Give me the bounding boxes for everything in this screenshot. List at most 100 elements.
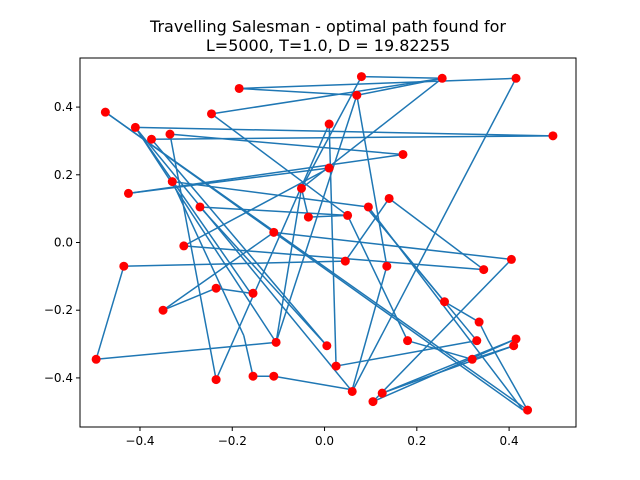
city-point — [130, 122, 140, 132]
chart-title-line-1: Travelling Salesman - optimal path found… — [149, 17, 506, 36]
y-tick-label: −0.2 — [44, 303, 73, 317]
path-segment — [308, 214, 348, 218]
path-segment — [183, 245, 484, 271]
city-point — [368, 397, 378, 407]
chart-title-line-2: L=5000, T=1.0, D = 19.82255 — [206, 36, 450, 55]
x-tick-label: 0.0 — [315, 434, 334, 448]
plot-area — [91, 72, 558, 415]
city-point — [403, 336, 413, 346]
path-segment — [301, 77, 443, 189]
city-point — [347, 386, 357, 396]
city-point — [343, 210, 353, 220]
path-segment — [275, 188, 303, 343]
city-point — [123, 188, 133, 198]
x-tick-label: −0.4 — [125, 434, 154, 448]
path-segment — [169, 133, 404, 156]
path-segment — [239, 77, 517, 90]
path-segment — [216, 287, 251, 295]
path-segment — [169, 134, 217, 380]
path-segment — [151, 135, 553, 140]
path-segment — [96, 341, 277, 361]
path-segment — [95, 265, 125, 360]
path-segment — [150, 138, 328, 347]
city-point — [398, 149, 408, 159]
path-segment — [134, 126, 353, 392]
city-point — [548, 131, 558, 141]
path-segment — [356, 77, 443, 96]
city-point — [322, 341, 332, 351]
city-point — [167, 177, 177, 187]
city-point — [437, 73, 447, 83]
path-segment — [407, 339, 473, 361]
x-axis: −0.4 −0.2 0.0 0.2 0.4 — [125, 427, 519, 448]
path-segment — [372, 258, 512, 403]
y-tick-label: 0.4 — [54, 100, 73, 114]
city-point — [356, 72, 366, 82]
city-point — [340, 256, 350, 266]
city-point — [179, 241, 189, 251]
y-tick-label: 0.0 — [54, 236, 73, 250]
city-point — [363, 202, 373, 212]
path-segment — [134, 126, 277, 343]
city-point — [523, 405, 533, 415]
city-point — [324, 119, 334, 129]
city-point — [165, 129, 175, 139]
path-segment — [211, 77, 443, 115]
path-segment — [123, 260, 346, 267]
x-tick-label: 0.4 — [500, 434, 519, 448]
city-point — [506, 254, 516, 264]
city-point — [211, 375, 221, 385]
city-point — [248, 288, 258, 298]
path-segment — [351, 77, 517, 392]
axes-frame — [79, 57, 577, 428]
path-segment — [134, 126, 252, 294]
city-point — [472, 336, 482, 346]
path-segment — [273, 231, 512, 261]
path-segment — [388, 197, 485, 271]
path-segment — [162, 287, 217, 311]
city-point — [119, 261, 129, 271]
city-point — [511, 334, 521, 344]
path-segment — [104, 111, 524, 411]
path-segment — [275, 95, 358, 343]
path-segment — [381, 338, 517, 394]
path-segment — [346, 215, 409, 341]
path-segment — [172, 180, 369, 208]
path-segment — [300, 188, 310, 218]
city-point — [509, 341, 519, 351]
city-point — [248, 371, 258, 381]
city-point — [377, 388, 387, 398]
path-segment — [367, 206, 524, 411]
city-point — [474, 317, 484, 327]
path-segment — [199, 206, 328, 347]
city-point — [511, 73, 521, 83]
path-segment — [273, 375, 353, 391]
path-segment — [215, 123, 330, 380]
x-tick-label: −0.2 — [218, 434, 247, 448]
x-tick-label: 0.2 — [407, 434, 426, 448]
y-tick-label: −0.4 — [44, 371, 73, 385]
city-point — [147, 134, 157, 144]
path-segment — [356, 95, 388, 267]
city-point — [331, 361, 341, 371]
city-point — [211, 283, 221, 293]
city-point — [467, 354, 477, 364]
path-segment — [351, 265, 388, 390]
city-point — [234, 83, 244, 93]
path-segment — [171, 181, 245, 336]
y-tick-label: 0.2 — [54, 168, 73, 182]
path-segment — [344, 198, 390, 262]
city-point — [440, 297, 450, 307]
city-point — [269, 227, 279, 237]
city-point — [296, 183, 306, 193]
path-segment — [471, 345, 514, 361]
city-point — [303, 212, 313, 222]
city-point — [382, 261, 392, 271]
path-segment — [300, 76, 363, 189]
path-segment — [361, 75, 443, 80]
path-segment — [135, 126, 553, 137]
path-segment — [444, 301, 480, 323]
city-point — [100, 107, 110, 117]
y-axis: −0.4 −0.2 0.0 0.2 0.4 — [44, 100, 80, 385]
